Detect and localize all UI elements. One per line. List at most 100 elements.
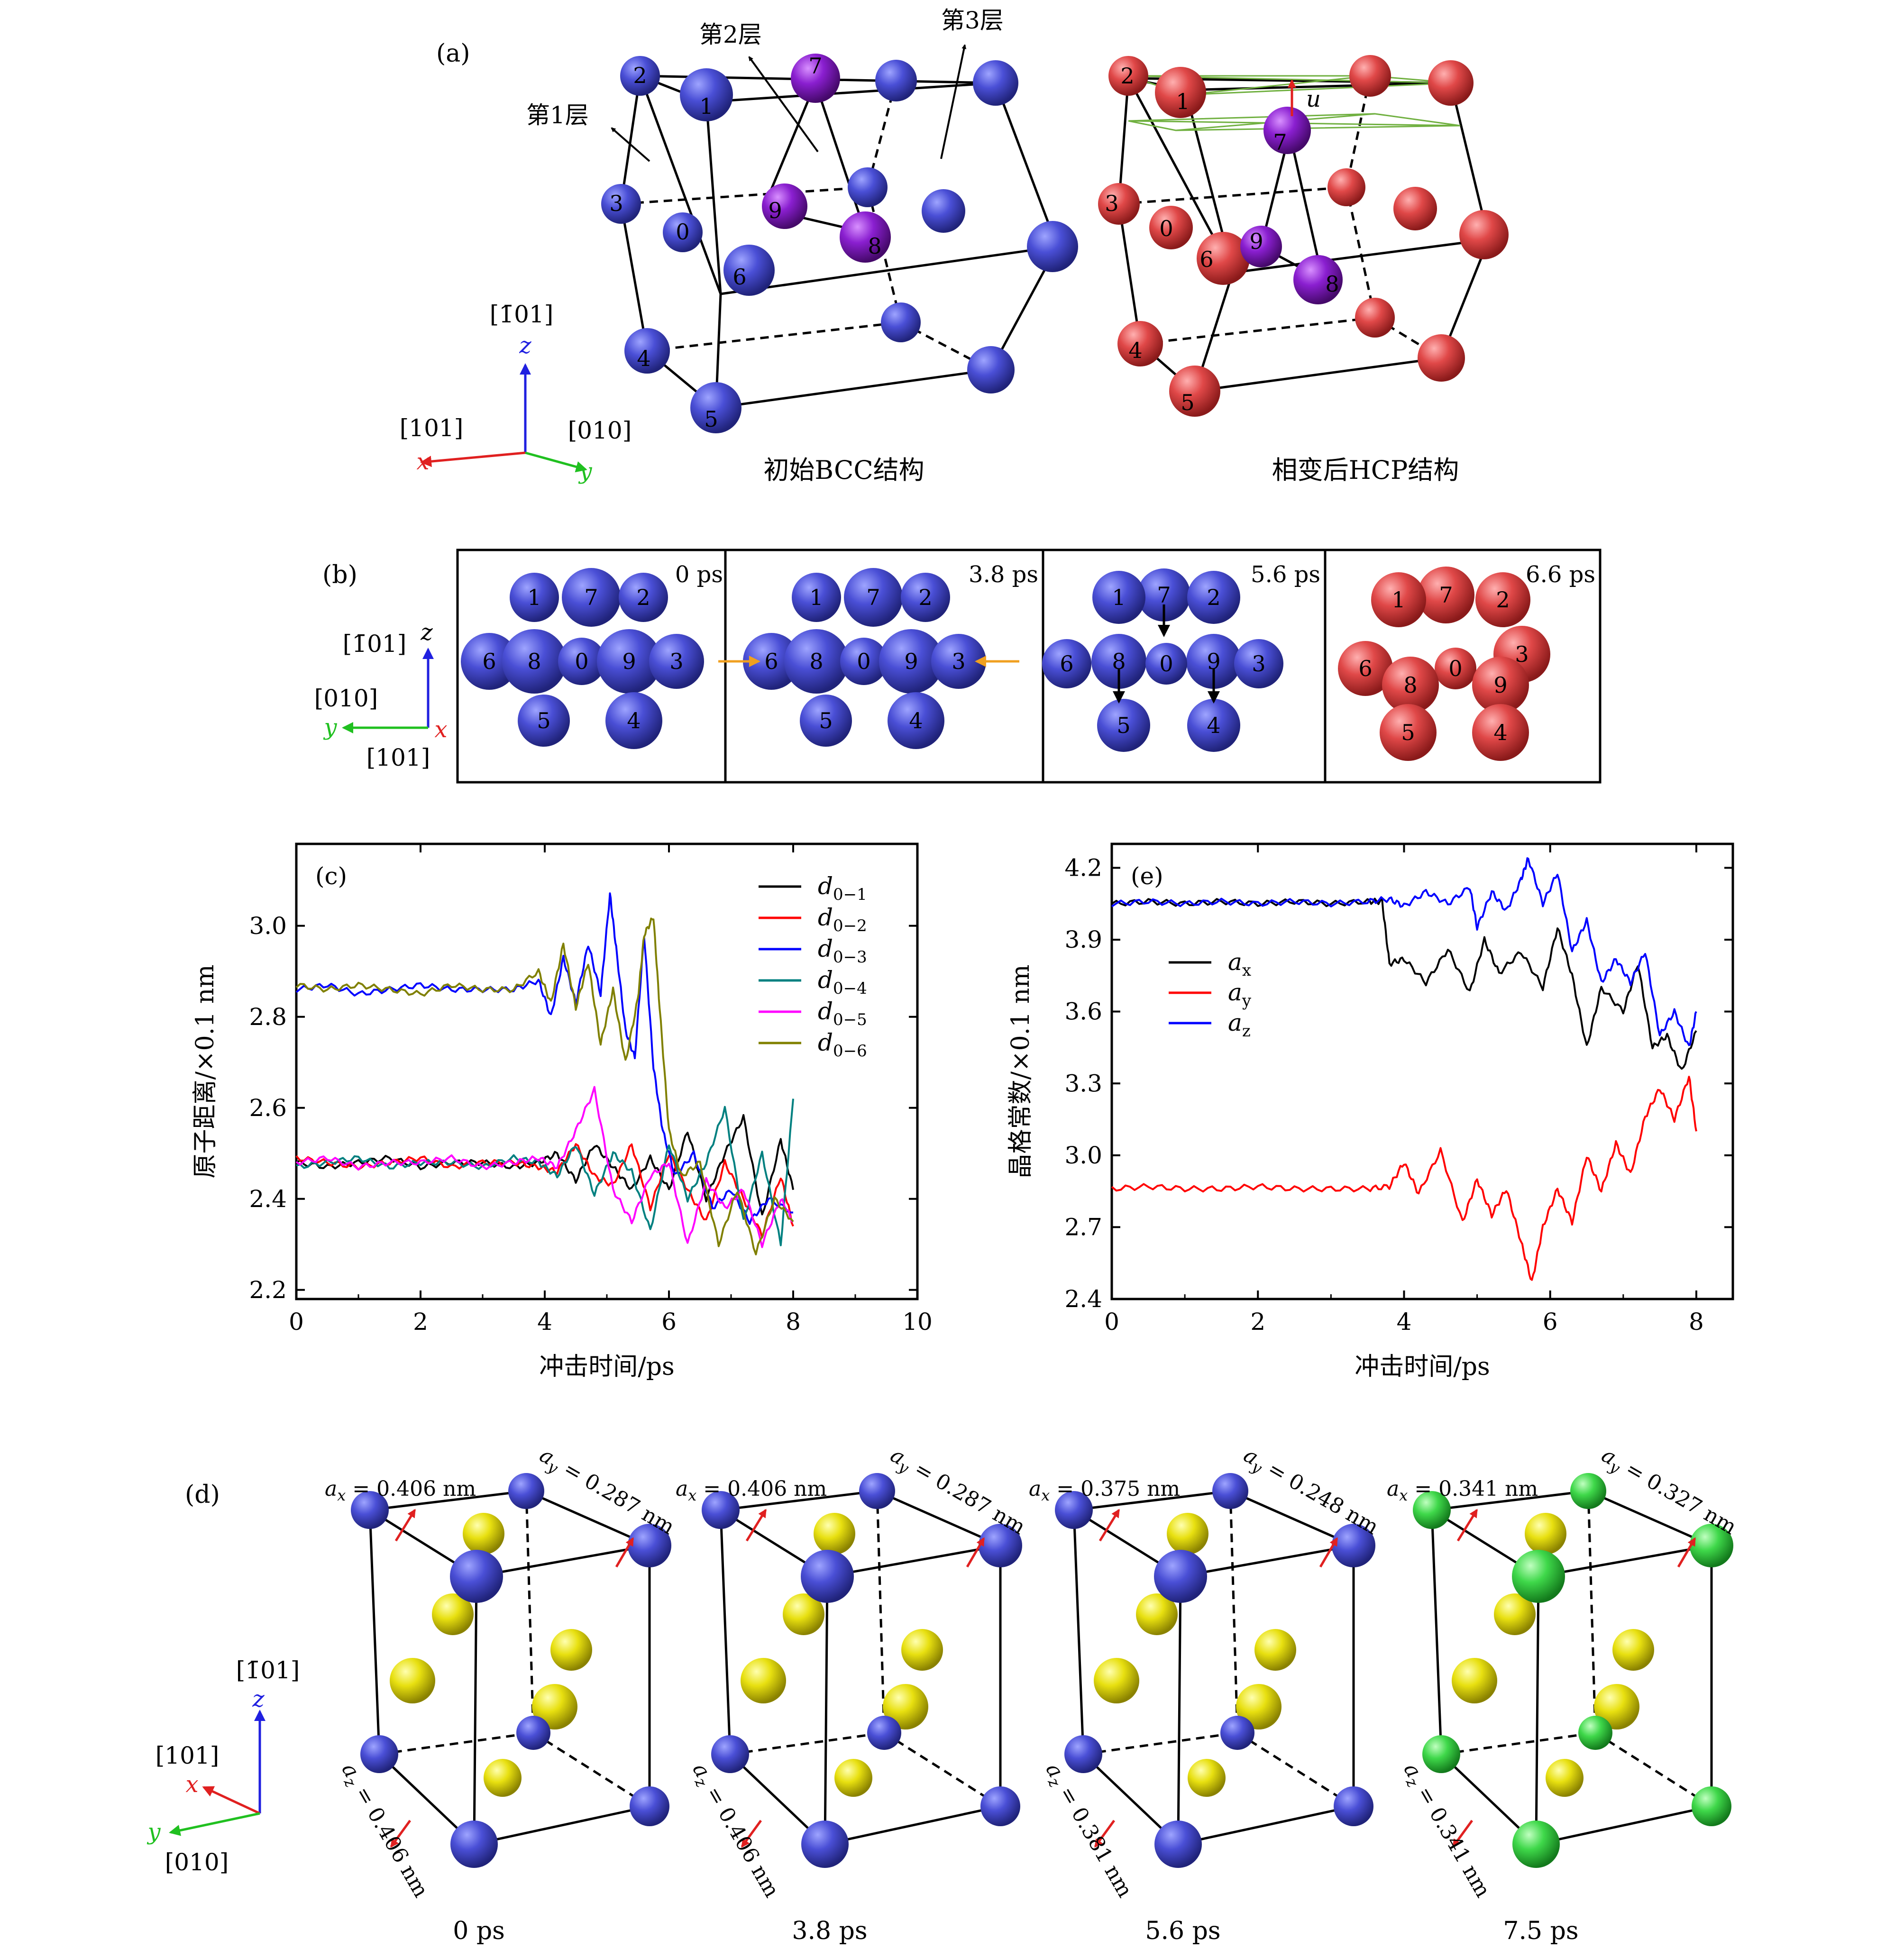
atom <box>901 573 950 622</box>
atom <box>558 638 605 685</box>
ylabel: 晶格常数/×0.1 nm <box>1007 964 1035 1178</box>
time-label: 3.8 ps <box>792 1917 867 1945</box>
atom-number: 6 <box>1060 651 1073 677</box>
layer1-label: 第1层 <box>526 101 589 129</box>
cell-edge-hidden <box>1236 1731 1355 1808</box>
y-tick-label: 3.6 <box>1064 998 1102 1025</box>
atom-number: 0 <box>1159 651 1173 677</box>
atom <box>1459 210 1509 259</box>
axes-b: [1̄01] z [010] y x [101] <box>314 619 448 771</box>
b-frame: 1 7 2 6 8 0 9 3 5 4 3.8 ps <box>743 561 1038 749</box>
series-line <box>1111 897 1697 1070</box>
axis-label: [1̄01] <box>490 301 553 328</box>
atom <box>1155 67 1206 118</box>
atom <box>351 1491 389 1529</box>
atom <box>1380 704 1437 761</box>
atom-number: 7 <box>808 53 822 79</box>
y-tick-label: 2.2 <box>249 1276 287 1304</box>
legend-label: az <box>1228 1009 1251 1041</box>
atom-number: 4 <box>627 708 641 733</box>
ax-label: ax = 0.341 nm <box>1387 1477 1538 1504</box>
atom-number: 4 <box>1128 338 1142 363</box>
atom <box>801 1821 849 1868</box>
atom <box>1094 1658 1139 1703</box>
atom <box>1240 226 1282 267</box>
atom <box>888 692 944 749</box>
atom <box>840 211 891 263</box>
axis-label: z <box>252 1686 265 1712</box>
x-tick-label: 8 <box>1689 1308 1704 1336</box>
atom <box>883 1684 928 1729</box>
atom-number: 6 <box>732 264 746 290</box>
atom-number: 8 <box>1325 271 1339 297</box>
atom <box>1154 1550 1207 1603</box>
atom <box>508 1473 544 1509</box>
atom <box>1512 1821 1560 1868</box>
panel-a-label: (a) <box>436 39 470 68</box>
lattice-arrow <box>966 1537 985 1568</box>
atom-number: 9 <box>904 649 918 674</box>
axis-label: [101] <box>366 744 430 771</box>
lattice-arrow <box>615 1537 634 1568</box>
atom <box>628 1524 671 1567</box>
lattice-arrow <box>1319 1537 1338 1568</box>
cell-edge <box>1535 1576 1540 1845</box>
cell-edge <box>1538 1544 1712 1578</box>
atom-number: 1 <box>527 585 541 610</box>
cell-edge-hidden <box>1587 1491 1597 1733</box>
ax-label: ax = 0.406 nm <box>325 1477 476 1504</box>
atom <box>723 245 775 296</box>
atom <box>702 1491 740 1529</box>
axes-a: [1̄01] z [101] x [010] y <box>400 301 632 485</box>
time-label: 0 ps <box>675 561 723 588</box>
az-label: az = 0.406 nm <box>685 1759 784 1903</box>
atom <box>1546 1759 1584 1797</box>
atom-number: 7 <box>1157 582 1171 608</box>
atom <box>1136 1593 1178 1635</box>
x-tick-label: 0 <box>1104 1308 1119 1336</box>
az-label: az = 0.406 nm <box>334 1759 433 1903</box>
atom <box>1188 1759 1226 1797</box>
atom <box>619 573 668 622</box>
legend-label: d0−2 <box>818 904 867 935</box>
b-frame: 1 7 2 3 6 8 0 9 5 4 6.6 ps <box>1338 561 1595 761</box>
atom-number: 8 <box>527 649 541 674</box>
atom <box>834 1759 872 1797</box>
axis-label: [010] <box>568 417 632 444</box>
lattice-arrow <box>390 1820 412 1848</box>
panel-d-label: (d) <box>185 1481 220 1509</box>
atom-number: 0 <box>676 219 689 245</box>
atom-number: 6 <box>1358 656 1372 681</box>
atom-number: 8 <box>868 233 881 259</box>
cell-edge-hidden <box>1229 1491 1239 1733</box>
atom <box>1338 641 1393 696</box>
panel-c: (c) 原子距离/×0.1 nm 冲击时间/ps 0 2 4 6 8 10 2.2 2.4 2.… <box>191 842 933 1381</box>
atom <box>450 1550 503 1603</box>
atom-number: 9 <box>622 649 636 674</box>
hcp-atom-numbers: 2 1 7 3 0 9 6 8 4 5 <box>1105 63 1339 415</box>
lattice-arrow <box>741 1820 762 1848</box>
atom <box>1692 1786 1731 1826</box>
atom-number: 2 <box>1207 585 1220 610</box>
layer2-label: 第2层 <box>699 21 762 48</box>
atom <box>1197 232 1250 285</box>
atom-number: 8 <box>1403 672 1417 698</box>
legend-label: d0−3 <box>818 935 867 967</box>
atom <box>967 346 1015 393</box>
atom <box>791 54 840 103</box>
cell-edge <box>824 1805 1001 1846</box>
axis-label: [101] <box>400 414 463 442</box>
atom <box>879 629 943 694</box>
atom-number: 3 <box>952 649 965 674</box>
atom-number: 2 <box>918 585 932 610</box>
y-tick-label: 2.7 <box>1064 1213 1102 1241</box>
atom <box>848 167 888 207</box>
atom-number: 0 <box>1159 216 1173 241</box>
lattice-arrow <box>1456 1509 1478 1542</box>
cell-edge-hidden <box>1083 1731 1238 1756</box>
atom <box>1355 298 1395 338</box>
x-tick-label: 4 <box>537 1308 552 1336</box>
atom <box>1494 1593 1536 1635</box>
